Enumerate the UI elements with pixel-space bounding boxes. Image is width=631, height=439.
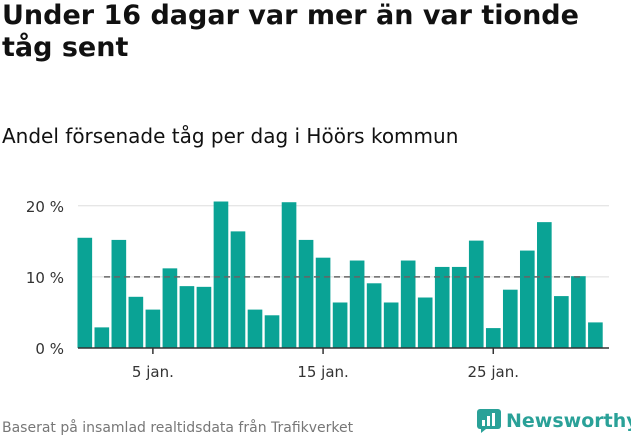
bar [196,286,212,348]
bar [213,201,229,348]
bar [400,260,416,348]
bar [315,257,331,348]
x-tick-label: 5 jan. [132,363,174,381]
bar [366,283,382,348]
bar [468,240,484,348]
source-note: Baserat på insamlad realtidsdata från Tr… [2,420,354,436]
bar [349,260,365,348]
bar [111,239,127,348]
x-tick-label: 15 jan. [297,363,349,381]
bars [77,201,603,348]
bar [519,250,535,348]
bar [537,222,552,348]
bar [434,266,450,348]
chart-subtitle: Andel försenade tåg per dag i Höörs komm… [2,124,459,148]
y-tick-label: 0 % [35,340,64,358]
bar [571,276,586,348]
axes: 0 % 10 % 20 % 5 jan. 15 jan. 25 jan. [26,198,609,381]
bar [417,297,433,348]
bar [588,322,603,348]
bar [451,266,467,348]
newsworthy-logo: Newsworthy [476,408,631,434]
bar [77,237,93,348]
bar [179,286,195,348]
brand-name: Newsworthy [506,410,631,432]
bar [230,231,246,348]
bar [281,202,297,348]
newsworthy-logo-icon [477,409,501,433]
bar [554,296,569,348]
bar [383,302,399,348]
chart-title: Under 16 dagar var mer än var tionde tåg… [2,0,579,63]
bar [128,296,144,348]
bar [332,302,348,348]
bar [298,239,314,348]
bar [247,309,263,348]
x-tick-label: 25 jan. [468,363,520,381]
bar [264,315,280,348]
bar [145,309,161,348]
bar [502,289,518,348]
y-tick-label: 20 % [26,198,64,216]
bar [485,328,501,348]
y-tick-label: 10 % [26,269,64,287]
bar [94,327,110,348]
bar [162,268,178,348]
